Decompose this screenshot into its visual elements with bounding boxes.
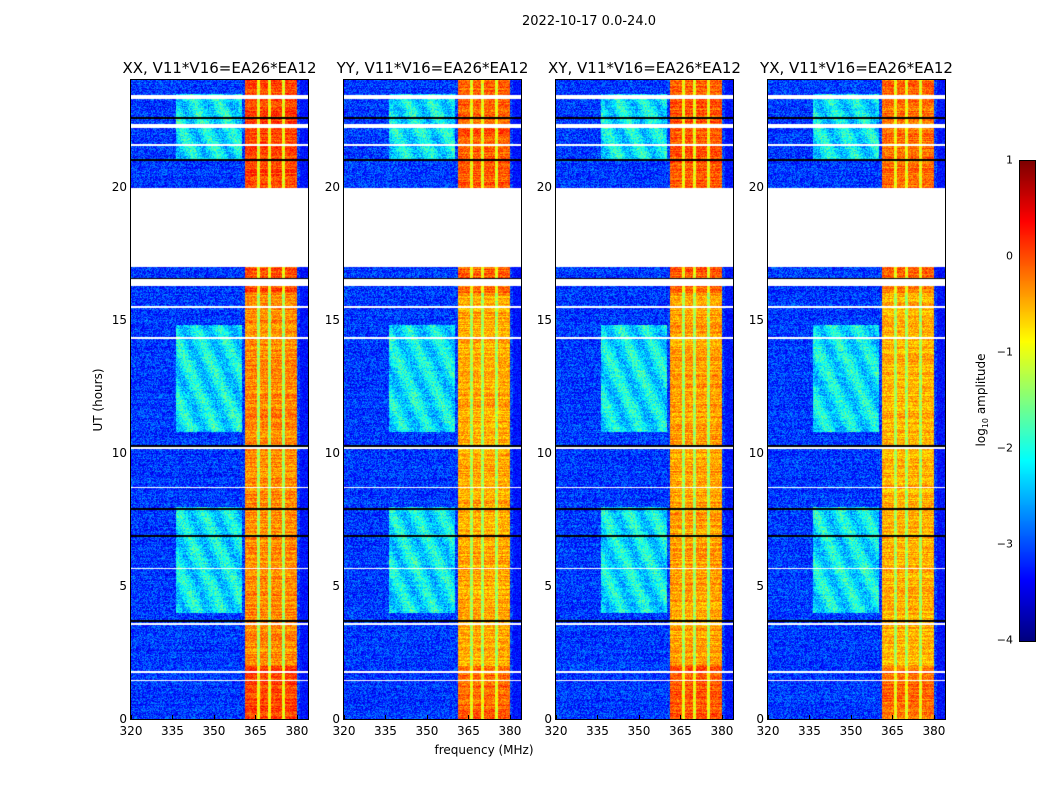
y-tick-label: 10: [111, 445, 127, 460]
spectrogram-panel-1: [130, 79, 309, 720]
y-tick-label: 15: [748, 312, 764, 327]
x-tick: [892, 715, 894, 719]
y-tick-label: 10: [536, 445, 552, 460]
colorbar-label-suffix: amplitude: [973, 353, 988, 418]
x-tick-label: 365: [669, 724, 692, 738]
x-tick: [680, 715, 682, 719]
y-tick-label: 0: [332, 712, 340, 726]
x-tick-label: 380: [285, 724, 309, 738]
y-tick-label: 20: [748, 179, 764, 194]
x-tick-label: 335: [161, 724, 184, 738]
x-tick-label: 350: [415, 724, 439, 738]
x-tick: [213, 715, 215, 719]
x-tick: [509, 715, 511, 719]
y-tick-label: 10: [748, 445, 764, 460]
x-tick: [385, 715, 387, 719]
x-tick: [172, 715, 174, 719]
x-tick-label: 365: [457, 724, 480, 738]
x-tick-label: 350: [839, 724, 863, 738]
x-tick-label: 365: [244, 724, 267, 738]
y-tick-label: 15: [536, 312, 552, 327]
y-tick-label: 15: [324, 312, 340, 327]
y-tick-label: 20: [536, 179, 552, 194]
spectrogram-panel-4: [767, 79, 946, 720]
spectrogram-panel-2: [343, 79, 522, 720]
x-tick-label: 320: [544, 724, 568, 738]
x-tick-label: 350: [202, 724, 226, 738]
colorbar-tick-label: −3: [996, 537, 1013, 551]
x-tick-label: 335: [374, 724, 397, 738]
x-tick: [426, 715, 428, 719]
colorbar: [1019, 160, 1036, 642]
panel-title: YY, V11*V16=EA26*EA12: [336, 59, 529, 77]
y-tick-label: 15: [111, 312, 127, 327]
x-tick-label: 320: [756, 724, 780, 738]
x-tick: [597, 715, 599, 719]
y-tick-label: 0: [119, 712, 127, 726]
x-tick-label: 335: [798, 724, 821, 738]
x-tick: [556, 715, 557, 719]
colorbar-label-prefix: log: [973, 428, 988, 447]
x-tick-label: 350: [627, 724, 651, 738]
x-tick: [768, 715, 769, 719]
x-tick-label: 365: [881, 724, 904, 738]
colorbar-tick-label: −2: [996, 441, 1013, 455]
y-tick-label: 20: [324, 179, 340, 194]
panel-title: XX, V11*V16=EA26*EA12: [122, 59, 317, 77]
x-tick: [850, 715, 852, 719]
figure-title: 2022-10-17 0.0-24.0: [522, 14, 656, 29]
y-tick-label: 0: [544, 712, 552, 726]
colorbar-label: log10 amplitude: [974, 354, 990, 447]
x-tick: [131, 715, 132, 719]
x-tick: [638, 715, 640, 719]
y-tick-label: 5: [332, 578, 340, 593]
x-tick-label: 335: [586, 724, 609, 738]
x-tick-label: 380: [922, 724, 946, 738]
colorbar-label-sub: 10: [981, 417, 991, 429]
y-tick-label: 10: [324, 445, 340, 460]
colorbar-tick-label: 1: [1006, 153, 1013, 167]
y-axis-label: UT (hours): [91, 368, 105, 432]
x-tick: [344, 715, 345, 719]
colorbar-tick-label: −4: [996, 633, 1013, 647]
x-tick-label: 380: [498, 724, 522, 738]
x-tick-label: 320: [332, 724, 356, 738]
y-tick-label: 5: [756, 578, 764, 593]
colorbar-tick-label: 0: [1006, 249, 1013, 263]
y-tick-label: 5: [544, 578, 552, 593]
x-tick-label: 380: [710, 724, 734, 738]
x-axis-label: frequency (MHz): [434, 743, 534, 757]
y-tick-label: 0: [756, 712, 764, 726]
x-tick: [468, 715, 470, 719]
y-tick-label: 20: [111, 179, 127, 194]
x-tick: [721, 715, 723, 719]
x-tick: [933, 715, 935, 719]
spectrogram-panel-3: [555, 79, 734, 720]
x-tick: [255, 715, 257, 719]
colorbar-tick-label: −1: [996, 345, 1013, 359]
y-tick-label: 5: [119, 578, 127, 593]
panel-title: XY, V11*V16=EA26*EA12: [548, 59, 741, 77]
x-tick-label: 320: [119, 724, 143, 738]
x-tick: [296, 715, 298, 719]
panel-title: YX, V11*V16=EA26*EA12: [760, 59, 953, 77]
x-tick: [809, 715, 811, 719]
